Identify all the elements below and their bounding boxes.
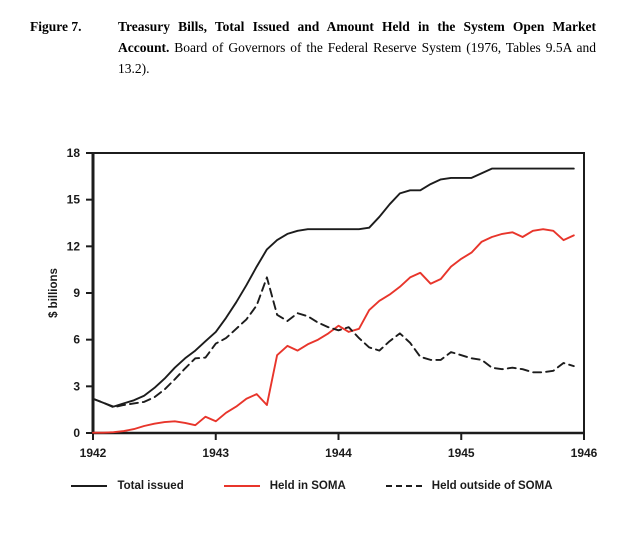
x-tick-label: 1943	[202, 446, 229, 460]
y-tick-label: 3	[73, 379, 80, 393]
legend-item-total-issued: Total issued	[71, 480, 184, 492]
y-tick-label: 6	[73, 333, 80, 347]
y-tick-label: 18	[67, 146, 81, 160]
legend-item-held-outside-soma: Held outside of SOMA	[385, 480, 553, 492]
x-tick-label: 1944	[325, 446, 352, 460]
chart-legend: Total issued Held in SOMA Held outside o…	[0, 480, 624, 492]
y-tick-label: 15	[67, 193, 81, 207]
total-issued-line	[92, 167, 575, 408]
plot-border	[92, 152, 585, 434]
x-tick-label: 1942	[80, 446, 107, 460]
legend-label-held-outside-soma: Held outside of SOMA	[431, 480, 553, 492]
y-tick-label: 12	[67, 239, 81, 253]
y-tick-label: 9	[73, 286, 80, 300]
figure-number: Figure 7.	[30, 19, 82, 34]
held-in-soma-line-swatch	[223, 485, 260, 487]
x-tick-label: 1945	[448, 446, 475, 460]
y-tick-label: 0	[73, 426, 80, 440]
legend-label-held-in-soma: Held in SOMA	[269, 480, 346, 492]
figure-caption: Figure 7. Treasury Bills, Total Issued a…	[30, 16, 596, 79]
held-outside-soma-line-swatch	[385, 485, 422, 487]
caption-text: Treasury Bills, Total Issued and Amount …	[118, 16, 596, 79]
caption-title: Treasury Bills, Total Issued and Amount …	[118, 19, 596, 56]
legend-label-total-issued: Total issued	[117, 480, 184, 492]
x-tick-label: 1946	[571, 446, 598, 460]
total-issued-line-swatch	[71, 485, 108, 487]
held-outside-of-soma-line	[92, 276, 575, 409]
treasury-bills-chart: 0 3 6 9 12 15 18 1942 1943 1944 1945 1946 $ billions	[48, 146, 598, 460]
caption-source: Board of Governors of the Federal Reserv…	[118, 40, 596, 77]
held-in-soma-line	[92, 228, 575, 434]
legend-item-held-in-soma: Held in SOMA	[223, 480, 346, 492]
y-axis-title: $ billions	[48, 268, 60, 318]
